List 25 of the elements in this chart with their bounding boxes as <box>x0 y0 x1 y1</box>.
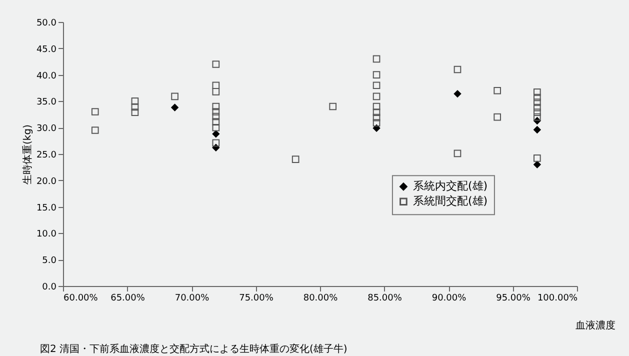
y-tick-label: 40.0 <box>36 71 57 82</box>
x-tick-label: 70.00% <box>174 294 210 304</box>
y-tick-label: 0.0 <box>42 282 57 292</box>
y-tick-label: 35.0 <box>36 98 57 108</box>
x-tick-label: 85.00% <box>368 294 402 304</box>
y-tick-label: 10.0 <box>36 230 57 240</box>
y-tick-label: 25.0 <box>36 150 57 160</box>
y-tick-label: 30.0 <box>36 124 57 134</box>
x-tick-label: 65.00% <box>110 294 146 304</box>
y-tick-label: 5.0 <box>42 256 57 266</box>
legend-label: 系統間交配(雄) <box>412 194 488 208</box>
x-tick-label: 100.00% <box>537 294 578 304</box>
x-tick-label: 80.00% <box>303 294 338 304</box>
x-tick-label: 95.00% <box>496 294 531 304</box>
y-tick-label: 15.0 <box>36 203 57 214</box>
y-tick-label: 20.0 <box>36 176 57 187</box>
y-tick-label: 45.0 <box>36 44 57 55</box>
x-tick-label: 90.00% <box>432 294 467 304</box>
x-tick-label: 60.00% <box>64 294 98 304</box>
y-tick-label: 50.0 <box>36 18 57 28</box>
legend-label: 系統内交配(雄) <box>412 180 488 193</box>
x-tick-label: 75.00% <box>239 294 274 304</box>
y-axis-title: 生時体重(kg) <box>21 124 34 184</box>
text: 図2 清国・下前系血液濃度と交配方式による生時体重の変化(雄子牛) <box>40 343 348 355</box>
x-axis-title: 血液濃度 <box>576 320 616 332</box>
